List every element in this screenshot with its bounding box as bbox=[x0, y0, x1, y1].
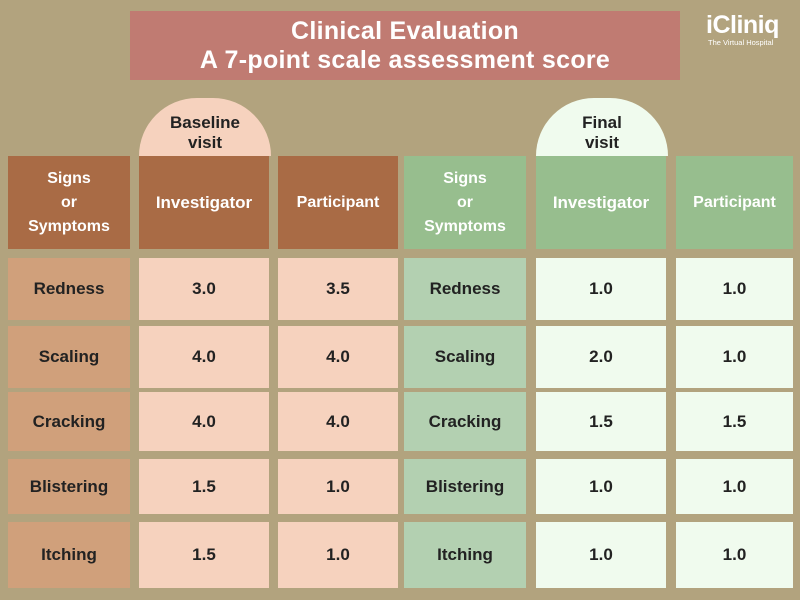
final-signs-header-line-3: Symptoms bbox=[424, 217, 506, 235]
baseline-investigator-score: 1.5 bbox=[139, 459, 269, 514]
final-symptom-cell: Blistering bbox=[404, 459, 526, 514]
baseline-caption-line-1: Baseline bbox=[170, 113, 240, 132]
baseline-symptom-cell: Scaling bbox=[8, 326, 130, 388]
final-investigator-score: 1.0 bbox=[536, 522, 666, 588]
baseline-caption-line-2: visit bbox=[187, 133, 223, 152]
final-participant-score: 1.0 bbox=[676, 522, 793, 588]
final-investigator-score: 1.0 bbox=[536, 258, 666, 320]
final-participant-score: 1.0 bbox=[676, 326, 793, 388]
baseline-symptom-cell: Blistering bbox=[8, 459, 130, 514]
baseline-investigator-header: Investigator bbox=[139, 156, 269, 249]
baseline-signs-header-line-3: Symptoms bbox=[28, 217, 110, 235]
baseline-participant-score: 4.0 bbox=[278, 392, 398, 451]
final-participant-score: 1.0 bbox=[676, 459, 793, 514]
final-signs-header-line-2: or bbox=[456, 193, 473, 211]
baseline-participant-score: 1.0 bbox=[278, 522, 398, 588]
final-participant-header: Participant bbox=[676, 156, 793, 249]
logo-tagline: The Virtual Hospital bbox=[708, 38, 774, 47]
logo-brand: iCliniq bbox=[706, 11, 779, 39]
baseline-investigator-score: 4.0 bbox=[139, 326, 269, 388]
baseline-participant-score: 3.5 bbox=[278, 258, 398, 320]
final-caption-line-1: Final bbox=[582, 113, 622, 132]
baseline-investigator-score: 4.0 bbox=[139, 392, 269, 451]
title-banner: Clinical Evaluation A 7-point scale asse… bbox=[130, 11, 680, 80]
baseline-participant-score: 4.0 bbox=[278, 326, 398, 388]
baseline-symptom-cell: Redness bbox=[8, 258, 130, 320]
title-line-2: A 7-point scale assessment score bbox=[199, 45, 611, 74]
final-symptom-cell: Scaling bbox=[404, 326, 526, 388]
baseline-participant-header: Participant bbox=[278, 156, 398, 249]
final-symptom-cell: Cracking bbox=[404, 392, 526, 451]
final-participant-score: 1.5 bbox=[676, 392, 793, 451]
final-caption-line-2: visit bbox=[584, 133, 619, 152]
final-symptom-cell: Itching bbox=[404, 522, 526, 588]
baseline-investigator-score: 3.0 bbox=[139, 258, 269, 320]
baseline-signs-header: Signs or Symptoms bbox=[8, 156, 130, 249]
baseline-participant-score: 1.0 bbox=[278, 459, 398, 514]
title-line-1: Clinical Evaluation bbox=[291, 16, 519, 45]
final-investigator-score: 1.5 bbox=[536, 392, 666, 451]
final-investigator-score: 2.0 bbox=[536, 326, 666, 388]
baseline-signs-header-line-2: or bbox=[60, 193, 77, 211]
baseline-symptom-cell: Cracking bbox=[8, 392, 130, 451]
baseline-symptom-cell: Itching bbox=[8, 522, 130, 588]
icliniq-logo: iCliniq The Virtual Hospital bbox=[706, 12, 790, 48]
final-symptom-cell: Redness bbox=[404, 258, 526, 320]
baseline-visit-caption: Baseline visit bbox=[139, 98, 271, 156]
baseline-investigator-score: 1.5 bbox=[139, 522, 269, 588]
final-investigator-score: 1.0 bbox=[536, 459, 666, 514]
baseline-signs-header-line-1: Signs bbox=[47, 169, 91, 187]
final-visit-caption: Final visit bbox=[536, 98, 668, 156]
final-signs-header: Signs or Symptoms bbox=[404, 156, 526, 249]
final-participant-score: 1.0 bbox=[676, 258, 793, 320]
final-investigator-header: Investigator bbox=[536, 156, 666, 249]
final-signs-header-line-1: Signs bbox=[443, 169, 487, 187]
